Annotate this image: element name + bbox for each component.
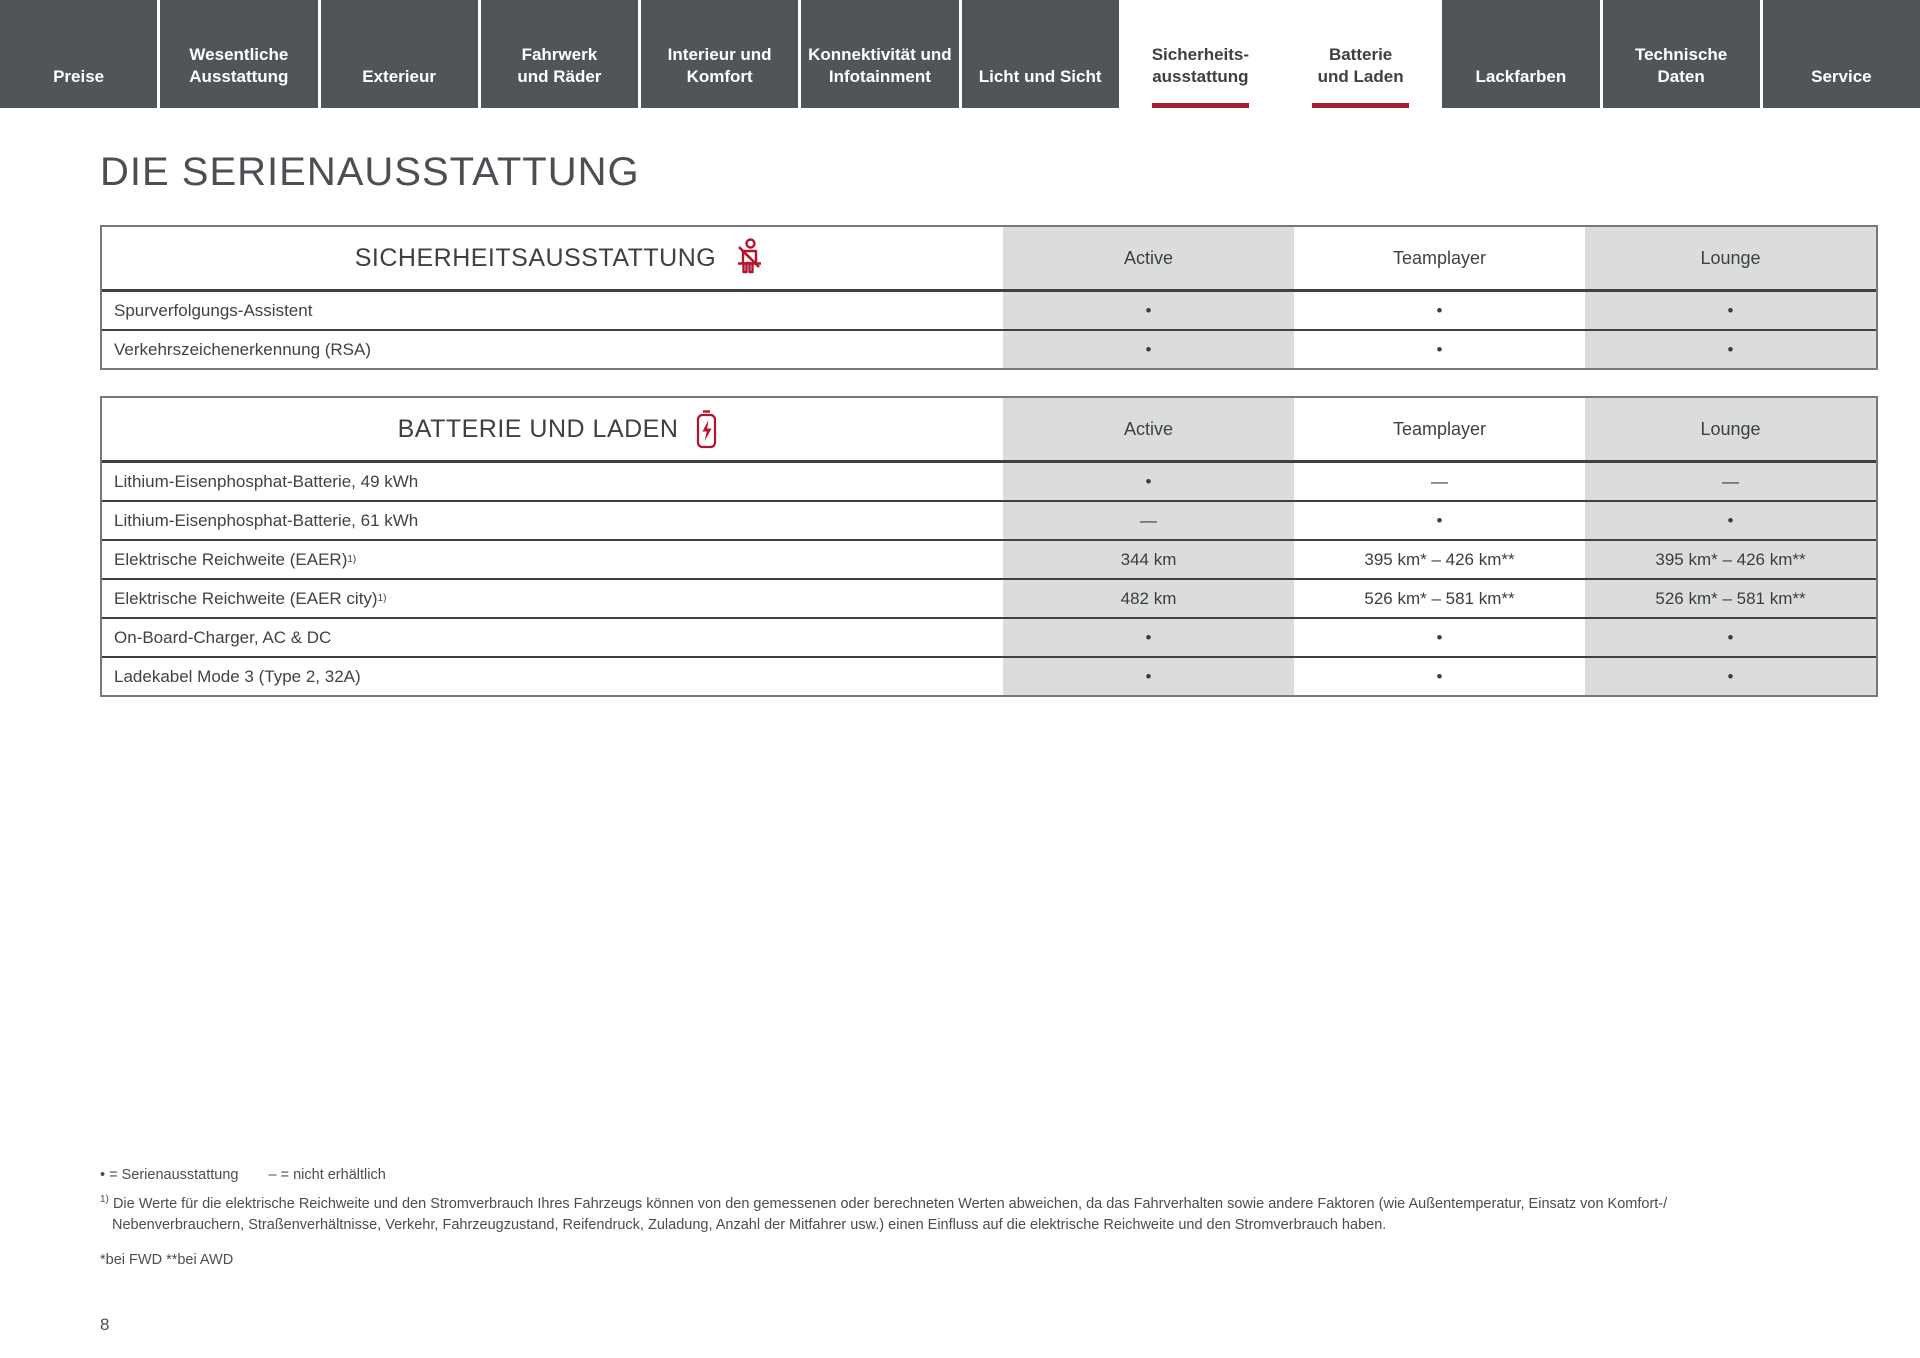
table-header-row: BATTERIE UND LADEN Active Teamplayer Lou…: [102, 398, 1876, 463]
page-number: 8: [100, 1315, 110, 1335]
cell-teamplayer: •: [1294, 619, 1585, 656]
tab-konnektivitaet-und-infotainment[interactable]: Konnektivität und Infotainment: [801, 0, 959, 108]
section-header-cell: SICHERHEITSAUSSTATTUNG: [102, 227, 1003, 289]
legend-not-available: – = nicht erhältlich: [268, 1167, 386, 1183]
section-title: BATTERIE UND LADEN: [397, 414, 679, 443]
battery-charging-icon: [694, 409, 719, 449]
row-label: Elektrische Reichweite (EAER city) 1): [114, 588, 387, 608]
equipment-table-safety: SICHERHEITSAUSSTATTUNG Active Teamplayer…: [100, 225, 1878, 370]
tab-wesentliche-ausstattung[interactable]: Wesentliche Ausstattung: [160, 0, 318, 108]
seatbelt-icon: [732, 238, 762, 278]
cell-lounge: •: [1585, 331, 1876, 368]
row-label: On-Board-Charger, AC & DC: [114, 627, 332, 647]
legend-standard: • = Serienausstattung: [100, 1167, 239, 1183]
cell-active: •: [1003, 292, 1294, 329]
table-row: Elektrische Reichweite (EAER) 1) 344 km 3…: [102, 539, 1876, 578]
column-header-lounge: Lounge: [1585, 227, 1876, 289]
column-header-teamplayer: Teamplayer: [1294, 227, 1585, 289]
cell-lounge: •: [1585, 619, 1876, 656]
row-label: Spurverfolgungs-Assistent: [114, 300, 313, 320]
tab-service[interactable]: Service: [1762, 0, 1920, 108]
row-label: Elektrische Reichweite (EAER) 1): [114, 549, 357, 569]
cell-active: •: [1003, 463, 1294, 500]
tab-exterieur[interactable]: Exterieur: [320, 0, 478, 108]
column-header-active: Active: [1003, 398, 1294, 460]
table-header-row: SICHERHEITSAUSSTATTUNG Active Teamplayer…: [102, 227, 1876, 292]
cell-active: •: [1003, 619, 1294, 656]
page-content: DIE SERIENAUSSTATTUNG SICHERHEITSAUSSTAT…: [0, 150, 1920, 1335]
table-row: Lithium-Eisenphosphat-Batterie, 49 kWh •…: [102, 463, 1876, 500]
cell-teamplayer: •: [1294, 292, 1585, 329]
row-label: Verkehrszeichenerkennung (RSA): [114, 339, 372, 359]
table-row: On-Board-Charger, AC & DC • • •: [102, 617, 1876, 656]
table-row: Elektrische Reichweite (EAER city) 1) 482…: [102, 578, 1876, 617]
column-header-lounge: Lounge: [1585, 398, 1876, 460]
footnotes: • = Serienausstattung – = nicht erhältlic…: [100, 1165, 1878, 1271]
cell-lounge: —: [1585, 463, 1876, 500]
cell-teamplayer: •: [1294, 331, 1585, 368]
cell-lounge: •: [1585, 502, 1876, 539]
row-label: Ladekabel Mode 3 (Type 2, 32A): [114, 666, 361, 686]
tab-batterie-und-laden[interactable]: Batterie und Laden: [1282, 0, 1440, 108]
equipment-table-battery: BATTERIE UND LADEN Active Teamplayer Lou…: [100, 396, 1878, 697]
cell-active: •: [1003, 331, 1294, 368]
tab-fahrwerk-und-raeder[interactable]: Fahrwerk und Räder: [480, 0, 638, 108]
tab-lackfarben[interactable]: Lackfarben: [1442, 0, 1600, 108]
footnote-1-marker: 1): [100, 1194, 109, 1206]
cell-lounge: •: [1585, 292, 1876, 329]
page-title: DIE SERIENAUSSTATTUNG: [100, 150, 640, 194]
column-header-active: Active: [1003, 227, 1294, 289]
cell-teamplayer: 395 km* – 426 km**: [1294, 541, 1585, 578]
cell-lounge: 395 km* – 426 km**: [1585, 541, 1876, 578]
table-row: Lithium-Eisenphosphat-Batterie, 61 kWh —…: [102, 500, 1876, 539]
section-title: SICHERHEITSAUSSTATTUNG: [354, 243, 717, 272]
tab-interieur-und-komfort[interactable]: Interieur und Komfort: [641, 0, 799, 108]
row-label: Lithium-Eisenphosphat-Batterie, 61 kWh: [114, 510, 419, 530]
cell-active: —: [1003, 502, 1294, 539]
cell-lounge: 526 km* – 581 km**: [1585, 580, 1876, 617]
table-row: Ladekabel Mode 3 (Type 2, 32A) • • •: [102, 656, 1876, 695]
cell-teamplayer: —: [1294, 463, 1585, 500]
cell-active: •: [1003, 658, 1294, 695]
cell-teamplayer: •: [1294, 502, 1585, 539]
tab-preise[interactable]: Preise: [0, 0, 158, 108]
column-header-teamplayer: Teamplayer: [1294, 398, 1585, 460]
cell-teamplayer: •: [1294, 658, 1585, 695]
footnote-1: 1) Die Werte für die elektrische Reichwe…: [100, 1194, 1668, 1234]
tab-licht-und-sicht[interactable]: Licht und Sicht: [961, 0, 1119, 108]
table-row: Verkehrszeichenerkennung (RSA) • • •: [102, 329, 1876, 368]
legend-line: • = Serienausstattung – = nicht erhältlic…: [100, 1165, 1878, 1186]
row-label: Lithium-Eisenphosphat-Batterie, 49 kWh: [114, 471, 419, 491]
table-row: Spurverfolgungs-Assistent • • •: [102, 292, 1876, 329]
cell-active: 344 km: [1003, 541, 1294, 578]
drivetrain-note: *bei FWD **bei AWD: [100, 1252, 234, 1269]
cell-active: 482 km: [1003, 580, 1294, 617]
section-header-cell: BATTERIE UND LADEN: [102, 398, 1003, 460]
top-tab-bar: Preise Wesentliche Ausstattung Exterieur…: [0, 0, 1920, 108]
tab-technische-daten[interactable]: Technische Daten: [1602, 0, 1760, 108]
tab-sicherheitsausstattung[interactable]: Sicherheits- ausstattung: [1121, 0, 1279, 108]
cell-lounge: •: [1585, 658, 1876, 695]
cell-teamplayer: 526 km* – 581 km**: [1294, 580, 1585, 617]
